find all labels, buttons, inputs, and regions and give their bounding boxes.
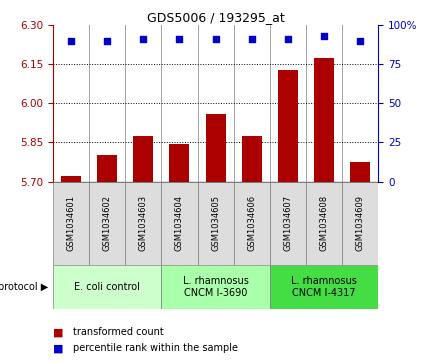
Text: GSM1034604: GSM1034604 [175, 195, 184, 251]
Text: percentile rank within the sample: percentile rank within the sample [73, 343, 238, 354]
Point [212, 37, 219, 42]
Bar [350, 162, 370, 182]
Bar [270, 265, 378, 309]
Bar [314, 58, 334, 182]
Point [176, 37, 183, 42]
Point [284, 37, 291, 42]
Bar [89, 182, 125, 265]
Text: GSM1034602: GSM1034602 [103, 195, 112, 251]
Point [248, 37, 255, 42]
Bar [161, 265, 270, 309]
Text: GSM1034603: GSM1034603 [139, 195, 148, 251]
Text: transformed count: transformed count [73, 327, 163, 337]
Text: E. coli control: E. coli control [74, 282, 140, 292]
Point [140, 37, 147, 42]
Bar [242, 136, 262, 182]
Bar [342, 182, 378, 265]
Bar [205, 114, 226, 182]
Bar [270, 182, 306, 265]
Bar [53, 182, 89, 265]
Bar [97, 155, 117, 182]
Bar [306, 182, 342, 265]
Point [321, 33, 328, 39]
Text: L. rhamnosus
CNCM I-3690: L. rhamnosus CNCM I-3690 [183, 276, 249, 298]
Text: ■: ■ [53, 327, 63, 337]
Title: GDS5006 / 193295_at: GDS5006 / 193295_at [147, 11, 285, 24]
Text: L. rhamnosus
CNCM I-4317: L. rhamnosus CNCM I-4317 [291, 276, 357, 298]
Bar [161, 182, 198, 265]
Text: GSM1034609: GSM1034609 [356, 195, 365, 251]
Point [357, 38, 364, 44]
Bar [278, 70, 298, 182]
Bar [61, 176, 81, 182]
Text: ■: ■ [53, 343, 63, 354]
Text: protocol ▶: protocol ▶ [0, 282, 48, 292]
Bar [133, 136, 153, 182]
Bar [125, 182, 161, 265]
Point [67, 38, 74, 44]
Bar [234, 182, 270, 265]
Text: GSM1034605: GSM1034605 [211, 195, 220, 251]
Text: GSM1034608: GSM1034608 [319, 195, 329, 251]
Text: GSM1034606: GSM1034606 [247, 195, 256, 251]
Text: GSM1034601: GSM1034601 [66, 195, 75, 251]
Bar [169, 144, 189, 182]
Bar [198, 182, 234, 265]
Text: GSM1034607: GSM1034607 [283, 195, 293, 251]
Bar [53, 265, 161, 309]
Point [103, 38, 110, 44]
